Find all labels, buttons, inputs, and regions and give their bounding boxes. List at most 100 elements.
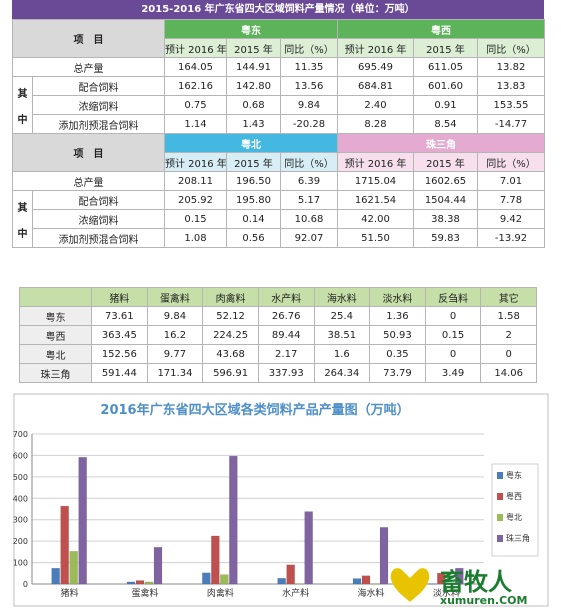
row-label: 总产量	[12, 57, 165, 77]
legend-swatch	[497, 472, 503, 479]
sub-header: 同比（%）	[477, 152, 545, 172]
cell: 363.45	[91, 325, 148, 345]
row-label: 浓缩饲料	[32, 95, 165, 115]
y-tick-label: 100	[13, 559, 28, 568]
bar	[361, 575, 371, 585]
cell: 152.56	[91, 344, 148, 364]
cell: 208.11	[164, 171, 227, 191]
cell: 695.49	[337, 57, 414, 77]
table-row: 粤东 73.61 9.84 52.12 26.76 25.4 1.36 0 1.…	[19, 306, 537, 326]
bar	[304, 511, 313, 585]
bar	[370, 583, 380, 585]
sub-header: 2015 年	[226, 38, 281, 58]
cell: 3.49	[424, 363, 482, 383]
y-tick-label: 600	[13, 451, 28, 460]
table-row: 总产量 208.11 196.50 6.39 1715.04 1602.65 7…	[12, 171, 545, 191]
cell: 0	[424, 344, 482, 364]
bar	[220, 574, 229, 585]
bar	[135, 580, 145, 585]
cell: 7.01	[477, 171, 545, 191]
cell: 51.50	[337, 228, 414, 248]
table-row: 浓缩饲料 0.15 0.14 10.68 42.00 38.38 9.42	[13, 209, 545, 229]
cell: -13.92	[477, 228, 545, 248]
bar	[286, 564, 295, 585]
y-tick-label: 500	[13, 473, 28, 482]
column-header: 其它	[480, 287, 537, 307]
cell: 596.91	[202, 363, 259, 383]
cell: 5.17	[280, 190, 338, 210]
y-tick-label: 0	[23, 580, 28, 589]
legend-label: 珠三角	[506, 533, 530, 543]
column-header: 淡水料	[369, 287, 426, 307]
bar	[437, 572, 446, 585]
cell: 0.15	[424, 325, 482, 345]
bar	[446, 583, 455, 585]
bar	[51, 567, 60, 585]
cell: 0.14	[226, 209, 281, 229]
x-tick-label: 肉禽料	[207, 587, 234, 599]
cell: 9.84	[280, 95, 338, 115]
row-label: 配合饲料	[32, 76, 165, 96]
cell: 59.83	[413, 228, 478, 248]
sub-header: 预计 2016 年	[337, 38, 414, 58]
cell: 142.80	[226, 76, 281, 96]
cell: 11.35	[280, 57, 338, 77]
table-row: 总产量 164.05 144.91 11.35 695.49 611.05 13…	[12, 57, 545, 77]
column-header: 水产料	[257, 287, 315, 307]
bar	[202, 572, 211, 585]
column-header: 海水料	[313, 287, 371, 307]
heart-logo-icon	[390, 568, 430, 602]
region-header-yuedong: 粤东	[164, 19, 338, 39]
y-tick-label: 200	[13, 537, 28, 546]
cell: 0.68	[226, 95, 281, 115]
cell: 337.93	[257, 363, 315, 383]
xumuren-watermark: 畜牧人 xumuren.COM	[390, 567, 527, 607]
column-header: 反刍料	[424, 287, 482, 307]
cell: 1602.65	[413, 171, 478, 191]
bar	[144, 581, 154, 585]
cell: 10.68	[280, 209, 338, 229]
table-header-row: 猪料 蛋禽料 肉禽料 水产料 海水料 淡水料 反刍料 其它	[19, 287, 537, 307]
corner-cell	[19, 287, 92, 307]
cell: 0.35	[369, 344, 426, 364]
chart-title: 2016年广东省四大区域各类饲料产品产量图（万吨）	[100, 402, 409, 418]
cell: 6.39	[280, 171, 338, 191]
cell: 50.93	[369, 325, 426, 345]
x-tick-label: 淡水料	[433, 587, 460, 599]
sub-header: 2015 年	[413, 152, 478, 172]
y-tick-label: 300	[13, 516, 28, 525]
cell: 1.36	[369, 306, 426, 326]
table-row: 粤北 152.56 9.77 43.68 2.17 1.6 0.35 0 0	[19, 344, 537, 364]
row-label: 添加剂预混合饲料	[32, 114, 165, 134]
cell: 0.91	[413, 95, 478, 115]
cell: 144.91	[226, 57, 281, 77]
legend-swatch	[497, 493, 503, 500]
cell: 92.07	[280, 228, 338, 248]
y-tick-label: 400	[13, 494, 28, 503]
bar	[69, 551, 78, 585]
table-row: 添加剂预混合饲料 1.08 0.56 92.07 51.50 59.83 -13…	[13, 228, 545, 248]
cell: 1.08	[164, 228, 227, 248]
table-row: 粤西 363.45 16.2 224.25 89.44 38.51 50.93 …	[19, 325, 537, 345]
legend-label: 粤东	[506, 470, 522, 480]
bar	[126, 581, 136, 585]
x-tick-label: 海水料	[357, 587, 384, 599]
cell: 8.54	[413, 114, 478, 134]
bar	[229, 455, 238, 585]
cell: 26.76	[257, 306, 315, 326]
legend-label: 粤北	[506, 512, 522, 522]
cell: 25.4	[313, 306, 371, 326]
row-label: 珠三角	[19, 363, 92, 383]
bar	[352, 578, 362, 585]
cell: 42.00	[337, 209, 414, 229]
column-header: 蛋禽料	[146, 287, 204, 307]
bar	[295, 583, 304, 585]
cell: 73.79	[369, 363, 426, 383]
column-header: 肉禽料	[202, 287, 259, 307]
feed-type-table-panel: 猪料 蛋禽料 肉禽料 水产料 海水料 淡水料 反刍料 其它 粤东 73.61 9…	[19, 287, 537, 383]
regional-output-table-panel: 2015-2016 年广东省四大区域饲料产量情况（单位：万吨） 项 目 粤东 粤…	[12, 0, 545, 248]
cell: 52.12	[202, 306, 259, 326]
row-label: 粤北	[19, 344, 92, 364]
cell: 1.58	[480, 306, 537, 326]
cell: 2.17	[257, 344, 315, 364]
